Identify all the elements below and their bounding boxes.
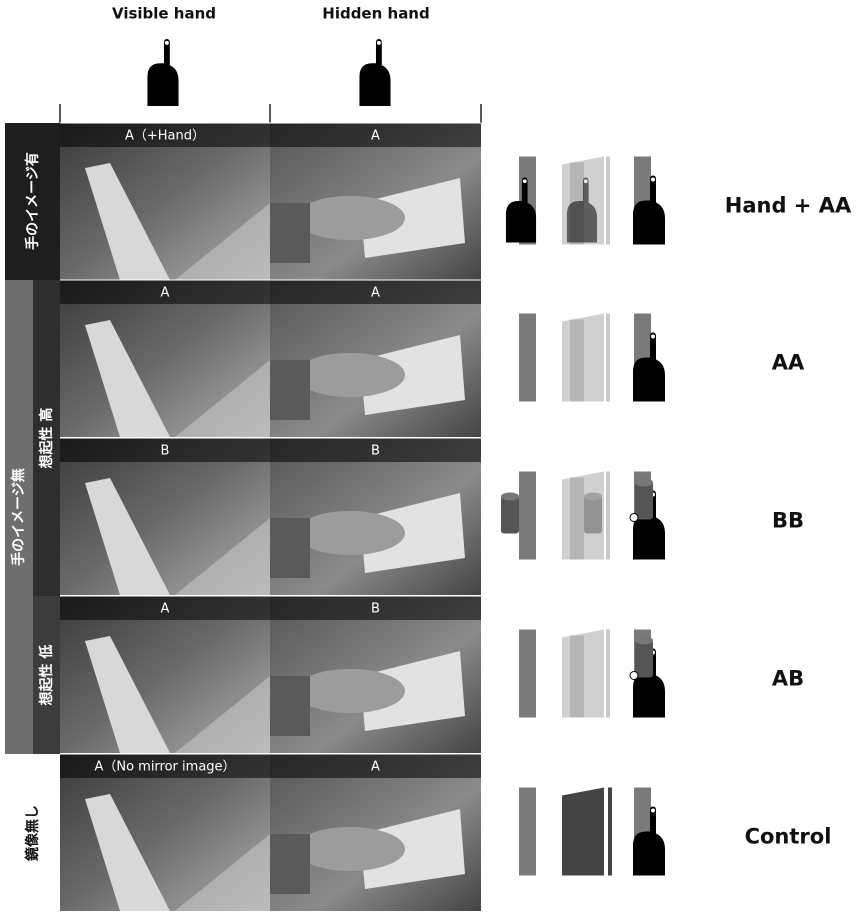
photo-hand — [295, 669, 405, 713]
photo-sleeve — [270, 518, 310, 578]
photo-label: A — [371, 760, 380, 775]
column-header: Hidden hand — [322, 5, 429, 23]
mirror-edge — [608, 788, 612, 876]
condition-label: Control — [745, 825, 832, 849]
mirror-icon — [562, 788, 604, 876]
photo-label: A（No mirror image） — [94, 760, 235, 775]
photo-label: A — [161, 286, 170, 301]
board-icon — [519, 314, 536, 402]
cylinder-icon — [635, 637, 653, 678]
hand-icon — [147, 39, 178, 106]
column-header: Visible hand — [112, 5, 216, 23]
photo-sleeve — [270, 834, 310, 894]
mirror-edge — [606, 314, 610, 402]
board-icon — [519, 788, 536, 876]
row-label: 想起性 高 — [38, 408, 55, 470]
photo-label: B — [161, 444, 170, 459]
condition-label: Hand + AA — [725, 194, 852, 218]
hand-icon — [359, 39, 390, 106]
row-label: 手のイメージ有 — [24, 152, 41, 250]
column-lines — [60, 104, 481, 123]
cylinder-icon — [635, 479, 653, 520]
mirror-reflection — [570, 636, 584, 718]
mirror-reflection — [570, 478, 584, 560]
mirror-edge — [606, 630, 610, 718]
photo-label: A — [161, 602, 170, 617]
condition-label: AB — [772, 667, 804, 691]
photo-sleeve — [270, 360, 310, 420]
grip-dot — [630, 514, 638, 522]
photo-label: A — [371, 286, 380, 301]
grip-dot — [630, 672, 638, 680]
cylinder-reflection — [584, 493, 602, 534]
photo-hand — [295, 511, 405, 555]
photo-sleeve — [270, 203, 310, 263]
mirror-edge — [606, 472, 610, 560]
mirror-edge — [606, 157, 610, 245]
figure: Visible hand Hidden hand 手のイメージ有 手のイメージ無… — [0, 0, 857, 912]
condition-label: AA — [772, 351, 805, 375]
photo-hand — [295, 196, 405, 240]
row-label: 手のイメージ無 — [10, 468, 27, 566]
photo-label: A（+Hand） — [125, 129, 205, 144]
row-label: 想起性 低 — [38, 645, 55, 707]
cylinder-icon — [501, 493, 519, 534]
board-icon — [519, 630, 536, 718]
photo-hand — [295, 353, 405, 397]
row-label: 鏡像無し — [24, 805, 41, 861]
photo-label: B — [371, 444, 380, 459]
photo-sleeve — [270, 676, 310, 736]
photo-label: A — [371, 129, 380, 144]
condition-label: BB — [772, 509, 804, 533]
photo-hand — [295, 827, 405, 871]
mirror-reflection — [570, 320, 584, 402]
photo-label: B — [371, 602, 380, 617]
board-icon — [519, 472, 536, 560]
